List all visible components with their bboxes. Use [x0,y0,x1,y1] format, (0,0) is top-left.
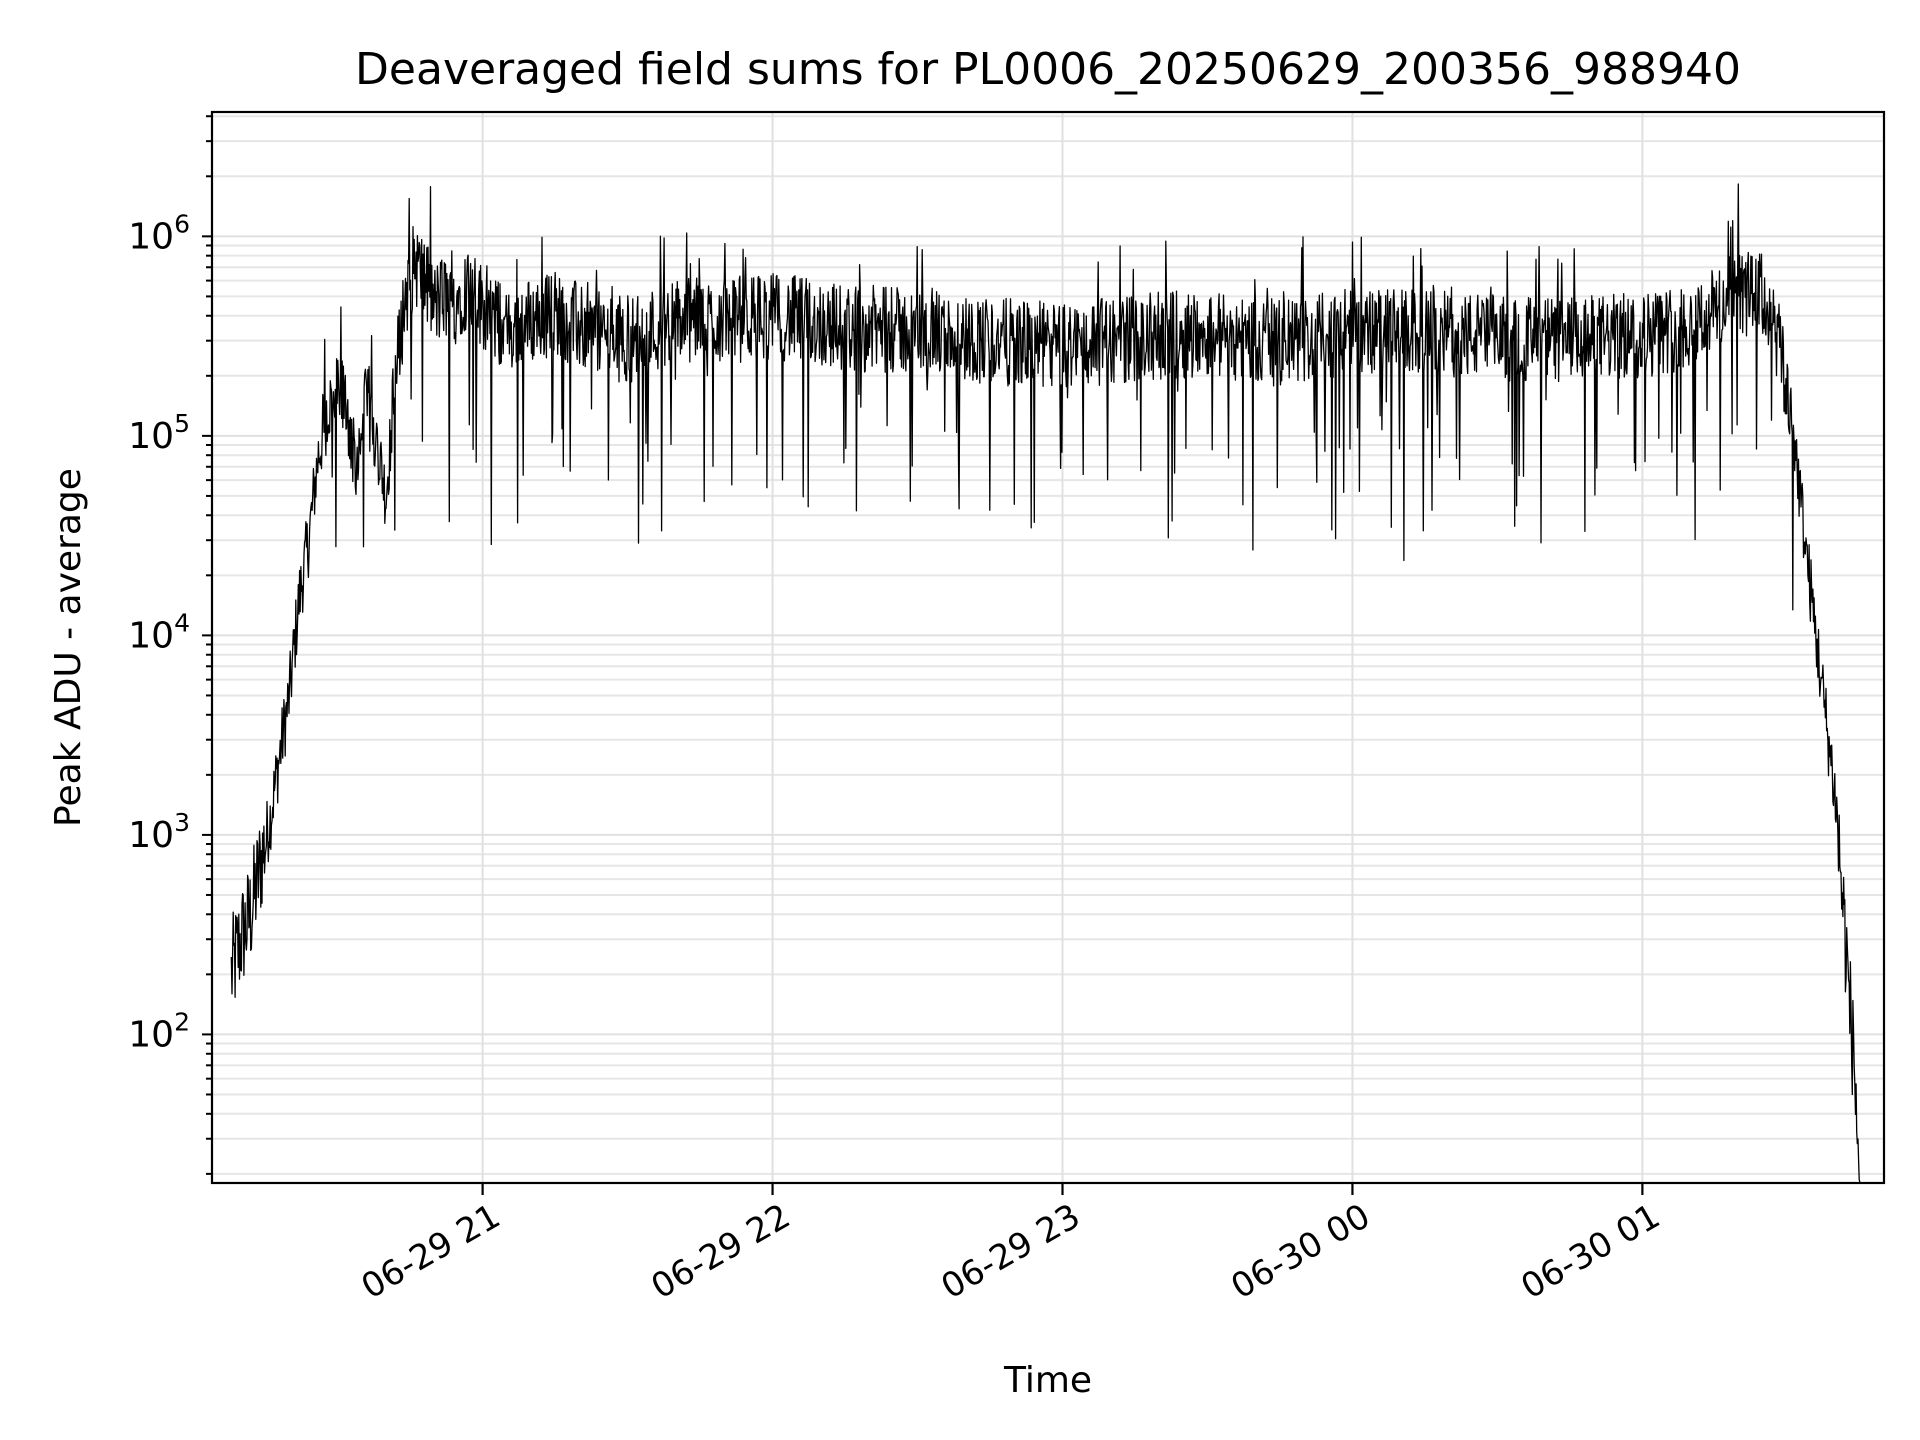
chart-title: Deaveraged field sums for PL0006_2025062… [355,44,1741,95]
y-axis-label: Peak ADU - average [48,468,89,827]
series-line [230,183,1861,1183]
x-axis-ticks: 06-29 21 06-29 22 06-29 23 06-30 00 06-30 01 [355,1183,1667,1307]
y-tick-base: 10 [128,815,174,856]
y-tick-label: 106 [128,209,190,257]
x-tick-label: 06-29 21 [355,1196,507,1307]
x-tick-label: 06-30 01 [1514,1196,1666,1307]
y-tick-base: 10 [128,216,174,257]
y-tick-exponent: 4 [174,608,190,637]
y-tick-base: 10 [128,615,174,656]
y-tick-base: 10 [128,1014,174,1055]
y-tick-exponent: 3 [174,808,190,837]
x-axis-label: Time [1003,1360,1092,1401]
y-tick-label: 102 [128,1007,190,1055]
x-tick-label: 06-30 00 [1225,1196,1377,1307]
y-tick-exponent: 5 [174,409,190,438]
grid-lines [202,112,1884,1183]
y-tick-base: 10 [128,416,174,457]
x-tick-label: 06-29 23 [935,1196,1087,1307]
y-tick-label: 105 [128,409,190,457]
x-tick-label: 06-29 22 [645,1196,797,1307]
y-tick-label: 103 [128,808,190,856]
y-tick-exponent: 2 [174,1007,190,1036]
y-tick-exponent: 6 [174,209,190,238]
axes-frame [210,110,1886,1185]
y-tick-label: 104 [128,608,190,656]
